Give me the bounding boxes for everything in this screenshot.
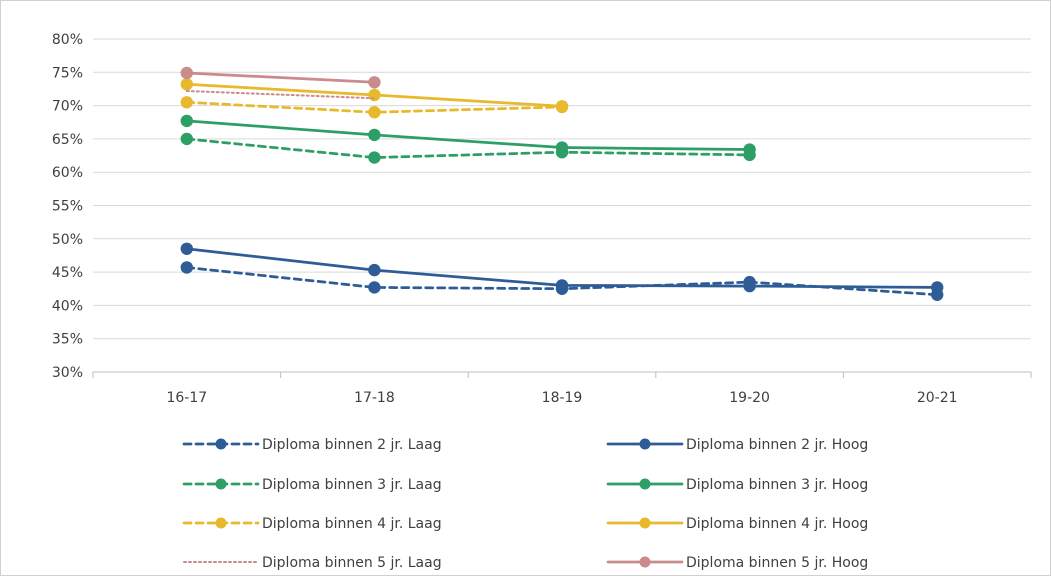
series-line xyxy=(185,137,751,159)
y-axis: 30% 35% 40% 45% 50% 55% 60% 65% 70% 75% 80% xyxy=(52,32,83,381)
y-tick-label: 65% xyxy=(52,132,83,148)
legend-label: Diploma binnen 4 jr. Laag xyxy=(262,516,442,532)
data-point xyxy=(180,66,193,80)
data-point xyxy=(368,151,381,164)
x-tick-label: 16-17 xyxy=(166,390,207,406)
legend-swatch-marker xyxy=(215,517,227,529)
legend-item: Diploma binnen 5 jr. Laag xyxy=(183,555,442,571)
series-line xyxy=(185,71,376,84)
y-tick-label: 75% xyxy=(52,65,83,81)
legend-label: Diploma binnen 4 jr. Hoog xyxy=(686,516,868,532)
data-point xyxy=(555,100,569,113)
legend-swatch-marker xyxy=(215,438,227,450)
legend-item: Diploma binnen 3 jr. Hoog xyxy=(606,477,868,493)
series-group xyxy=(180,66,381,89)
y-tick-label: 55% xyxy=(52,199,83,215)
data-point xyxy=(743,279,756,293)
data-point xyxy=(180,78,193,91)
data-point xyxy=(180,132,193,146)
y-tick-label: 30% xyxy=(52,365,83,381)
data-point xyxy=(368,76,381,89)
data-point xyxy=(743,143,756,156)
data-point xyxy=(555,279,569,292)
legend-swatch-marker xyxy=(639,556,651,568)
legend-label: Diploma binnen 3 jr. Laag xyxy=(262,477,442,493)
legend: Diploma binnen 2 jr. Laag Diploma binnen … xyxy=(182,437,868,571)
gridlines xyxy=(93,38,1031,373)
legend-item: Diploma binnen 3 jr. Laag xyxy=(182,477,442,493)
legend-label: Diploma binnen 5 jr. Hoog xyxy=(686,555,868,571)
x-tick-label: 20-21 xyxy=(917,390,958,406)
series-line xyxy=(185,119,751,151)
legend-item: Diploma binnen 4 jr. Hoog xyxy=(606,516,868,532)
y-tick-label: 60% xyxy=(52,165,83,181)
legend-swatch-marker xyxy=(639,478,651,490)
x-tick-label: 19-20 xyxy=(729,390,770,406)
data-point xyxy=(555,141,569,154)
data-point xyxy=(180,114,193,128)
legend-item: Diploma binnen 2 jr. Laag xyxy=(182,437,442,453)
y-tick-label: 70% xyxy=(52,99,83,115)
data-point xyxy=(368,88,381,102)
legend-swatch-marker xyxy=(639,517,651,529)
legend-label: Diploma binnen 5 jr. Laag xyxy=(262,555,442,571)
x-tick-label: 17-18 xyxy=(354,390,395,406)
data-point xyxy=(368,128,381,142)
data-point xyxy=(180,96,193,109)
y-tick-label: 50% xyxy=(52,232,83,248)
legend-label: Diploma binnen 2 jr. Hoog xyxy=(686,437,868,453)
legend-swatch-marker xyxy=(639,438,651,450)
legend-swatch-marker xyxy=(215,478,227,490)
series-line xyxy=(185,89,376,100)
y-tick-label: 45% xyxy=(52,265,83,281)
data-point xyxy=(368,263,381,277)
legend-label: Diploma binnen 3 jr. Hoog xyxy=(686,477,868,493)
legend-item: Diploma binnen 5 jr. Hoog xyxy=(606,555,868,571)
y-tick-label: 80% xyxy=(52,32,83,48)
legend-item: Diploma binnen 2 jr. Hoog xyxy=(606,437,868,453)
series-lines xyxy=(180,66,944,301)
series-group xyxy=(185,89,376,100)
data-point xyxy=(931,281,944,294)
series-group xyxy=(180,242,944,294)
data-point xyxy=(368,106,381,119)
data-point xyxy=(180,242,193,255)
x-tick-label: 18-19 xyxy=(542,390,583,406)
series-group xyxy=(180,114,756,156)
data-point xyxy=(180,261,193,274)
data-point xyxy=(368,281,381,294)
x-axis: 16-17 17-18 18-19 19-20 20-21 xyxy=(92,372,1032,406)
legend-item: Diploma binnen 4 jr. Laag xyxy=(182,516,442,532)
legend-label: Diploma binnen 2 jr. Laag xyxy=(262,437,442,453)
y-tick-label: 35% xyxy=(52,332,83,348)
y-tick-label: 40% xyxy=(52,298,83,314)
